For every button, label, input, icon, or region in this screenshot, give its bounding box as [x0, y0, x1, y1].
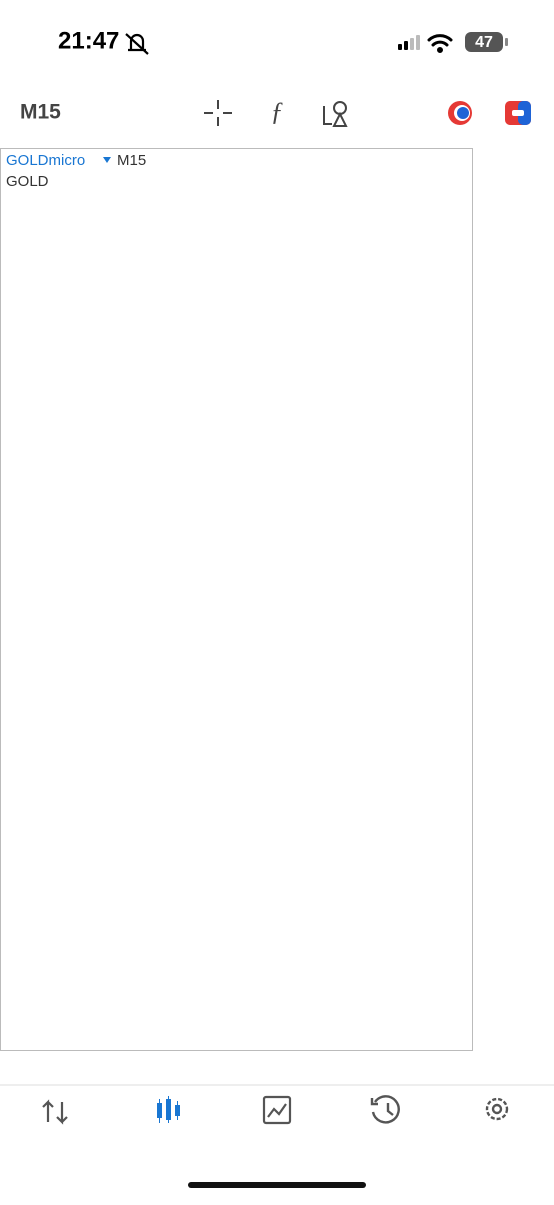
signal-icon [398, 35, 420, 50]
symbol-description: GOLD [6, 173, 49, 190]
trade-icon[interactable] [262, 1095, 292, 1125]
quotes-icon[interactable] [42, 1099, 68, 1125]
status-time: 21:47 [58, 27, 119, 54]
indicators-button[interactable]: ƒ [271, 97, 284, 126]
battery [465, 32, 503, 52]
crosshair-button[interactable] [204, 100, 232, 126]
settings-icon[interactable] [485, 1097, 509, 1121]
account-button[interactable] [448, 101, 472, 125]
symbol-dropdown[interactable] [103, 157, 111, 163]
wifi-icon [427, 34, 453, 53]
mute-icon [125, 33, 149, 55]
history-icon[interactable] [370, 1095, 400, 1124]
objects-button[interactable] [323, 101, 348, 127]
battery-tip [505, 38, 508, 46]
timeframe-button[interactable]: M15 [20, 101, 61, 124]
plot-frame [0, 148, 473, 1051]
battery-level: 47 [475, 34, 493, 51]
symbol[interactable]: GOLDmicro [6, 152, 85, 169]
home-indicator [188, 1182, 366, 1188]
chart-icon[interactable] [157, 1096, 180, 1123]
trade-button[interactable] [505, 101, 531, 125]
chart-timeframe: M15 [117, 152, 146, 169]
